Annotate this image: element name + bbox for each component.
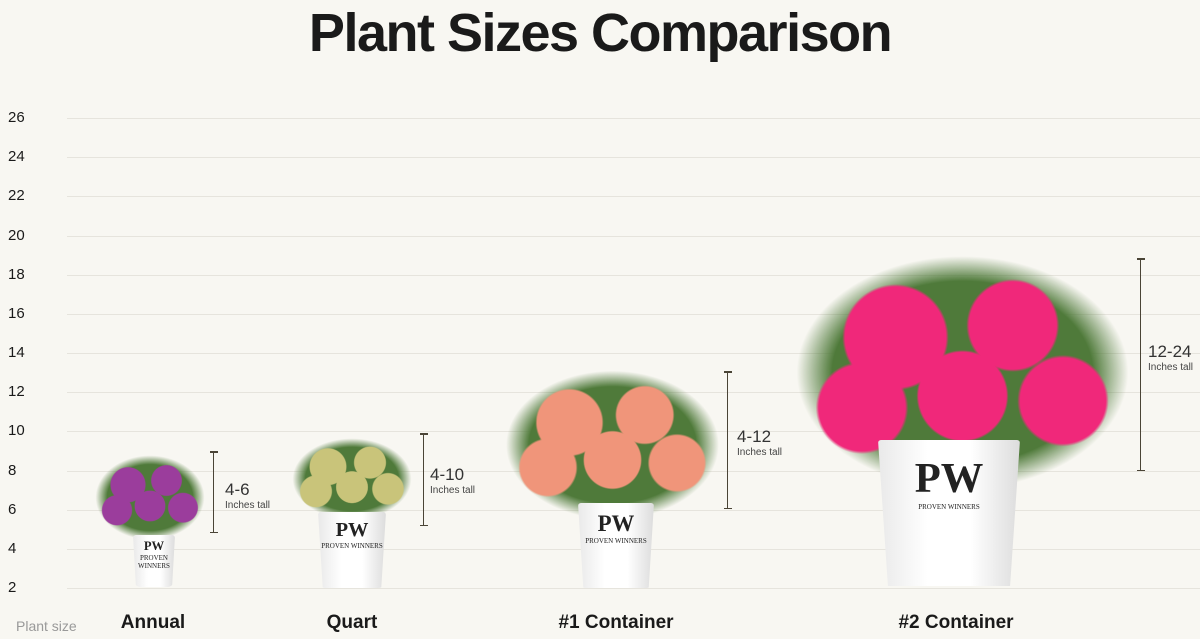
range-unit: Inches tall (430, 485, 476, 496)
y-tick-label: 24 (8, 148, 25, 166)
proven-winners-logo: PW (914, 455, 984, 503)
range-value: 4-10 (430, 465, 465, 484)
category-label: Annual (120, 612, 186, 633)
plant-foliage (505, 370, 720, 520)
pot-brand: PROVEN WINNERS (918, 503, 980, 512)
y-tick-label: 4 (8, 539, 17, 557)
y-tick-label: 16 (8, 304, 25, 322)
y-tick-label: 14 (8, 344, 25, 361)
height-range-label: 4-10 Inches tall (430, 465, 475, 496)
gridline (67, 313, 1200, 315)
gridline (67, 196, 1200, 198)
y-tick-label: 10 (8, 422, 25, 440)
height-range-label: 4-12 Inches tall (737, 427, 782, 458)
pot-brand: PROVEN WINNERS (321, 541, 383, 550)
proven-winners-logo: PW (335, 518, 369, 541)
plant-pot: PW PROVEN WINNERS (578, 503, 654, 588)
y-tick-label: 18 (8, 265, 25, 283)
height-range-label: 12-24 Inches tall (1148, 342, 1193, 373)
y-tick-label: 20 (8, 226, 25, 244)
chart-title: Plant Sizes Comparison (308, 3, 893, 63)
height-range-bracket (723, 371, 735, 509)
y-tick-label: 26 (8, 109, 25, 126)
gridline (67, 274, 1200, 276)
height-range-label: 4-6 Inches tall (225, 480, 270, 511)
gridline (67, 353, 1200, 354)
plant-foliage (292, 438, 412, 520)
gridline (67, 235, 1200, 237)
height-range-bracket (1136, 258, 1148, 471)
height-range-bracket (419, 433, 431, 526)
range-unit: Inches tall (225, 500, 271, 511)
plant-foliage (95, 455, 205, 540)
gridline (67, 157, 1200, 159)
range-value: 4-6 (225, 480, 250, 499)
y-tick-label: 12 (8, 383, 25, 401)
y-tick-label: 8 (8, 461, 17, 479)
plant-pot: PW PROVEN WINNERS (318, 512, 386, 588)
x-axis-label: Plant size (16, 618, 77, 634)
gridline (67, 588, 1200, 589)
gridline (67, 118, 1200, 119)
category-label: #1 Container (558, 612, 674, 633)
range-unit: Inches tall (737, 447, 783, 458)
pot-brand: PROVEN WINNERS (138, 554, 170, 571)
y-tick-label: 2 (8, 579, 17, 596)
proven-winners-logo: PW (143, 539, 165, 554)
y-tick-label: 6 (8, 500, 17, 518)
height-range-bracket (209, 451, 221, 533)
range-unit: Inches tall (1148, 362, 1194, 373)
plant-pot: PW PROVEN WINNERS (133, 535, 175, 587)
category-label: Quart (326, 612, 378, 633)
proven-winners-logo: PW (597, 510, 635, 536)
range-value: 12-24 (1148, 342, 1192, 361)
range-value: 4-12 (737, 427, 772, 446)
pot-brand: PROVEN WINNERS (585, 536, 647, 545)
category-label: #2 Container (898, 612, 1014, 633)
plant-pot: PW PROVEN WINNERS (878, 440, 1020, 586)
y-tick-label: 22 (8, 187, 25, 205)
